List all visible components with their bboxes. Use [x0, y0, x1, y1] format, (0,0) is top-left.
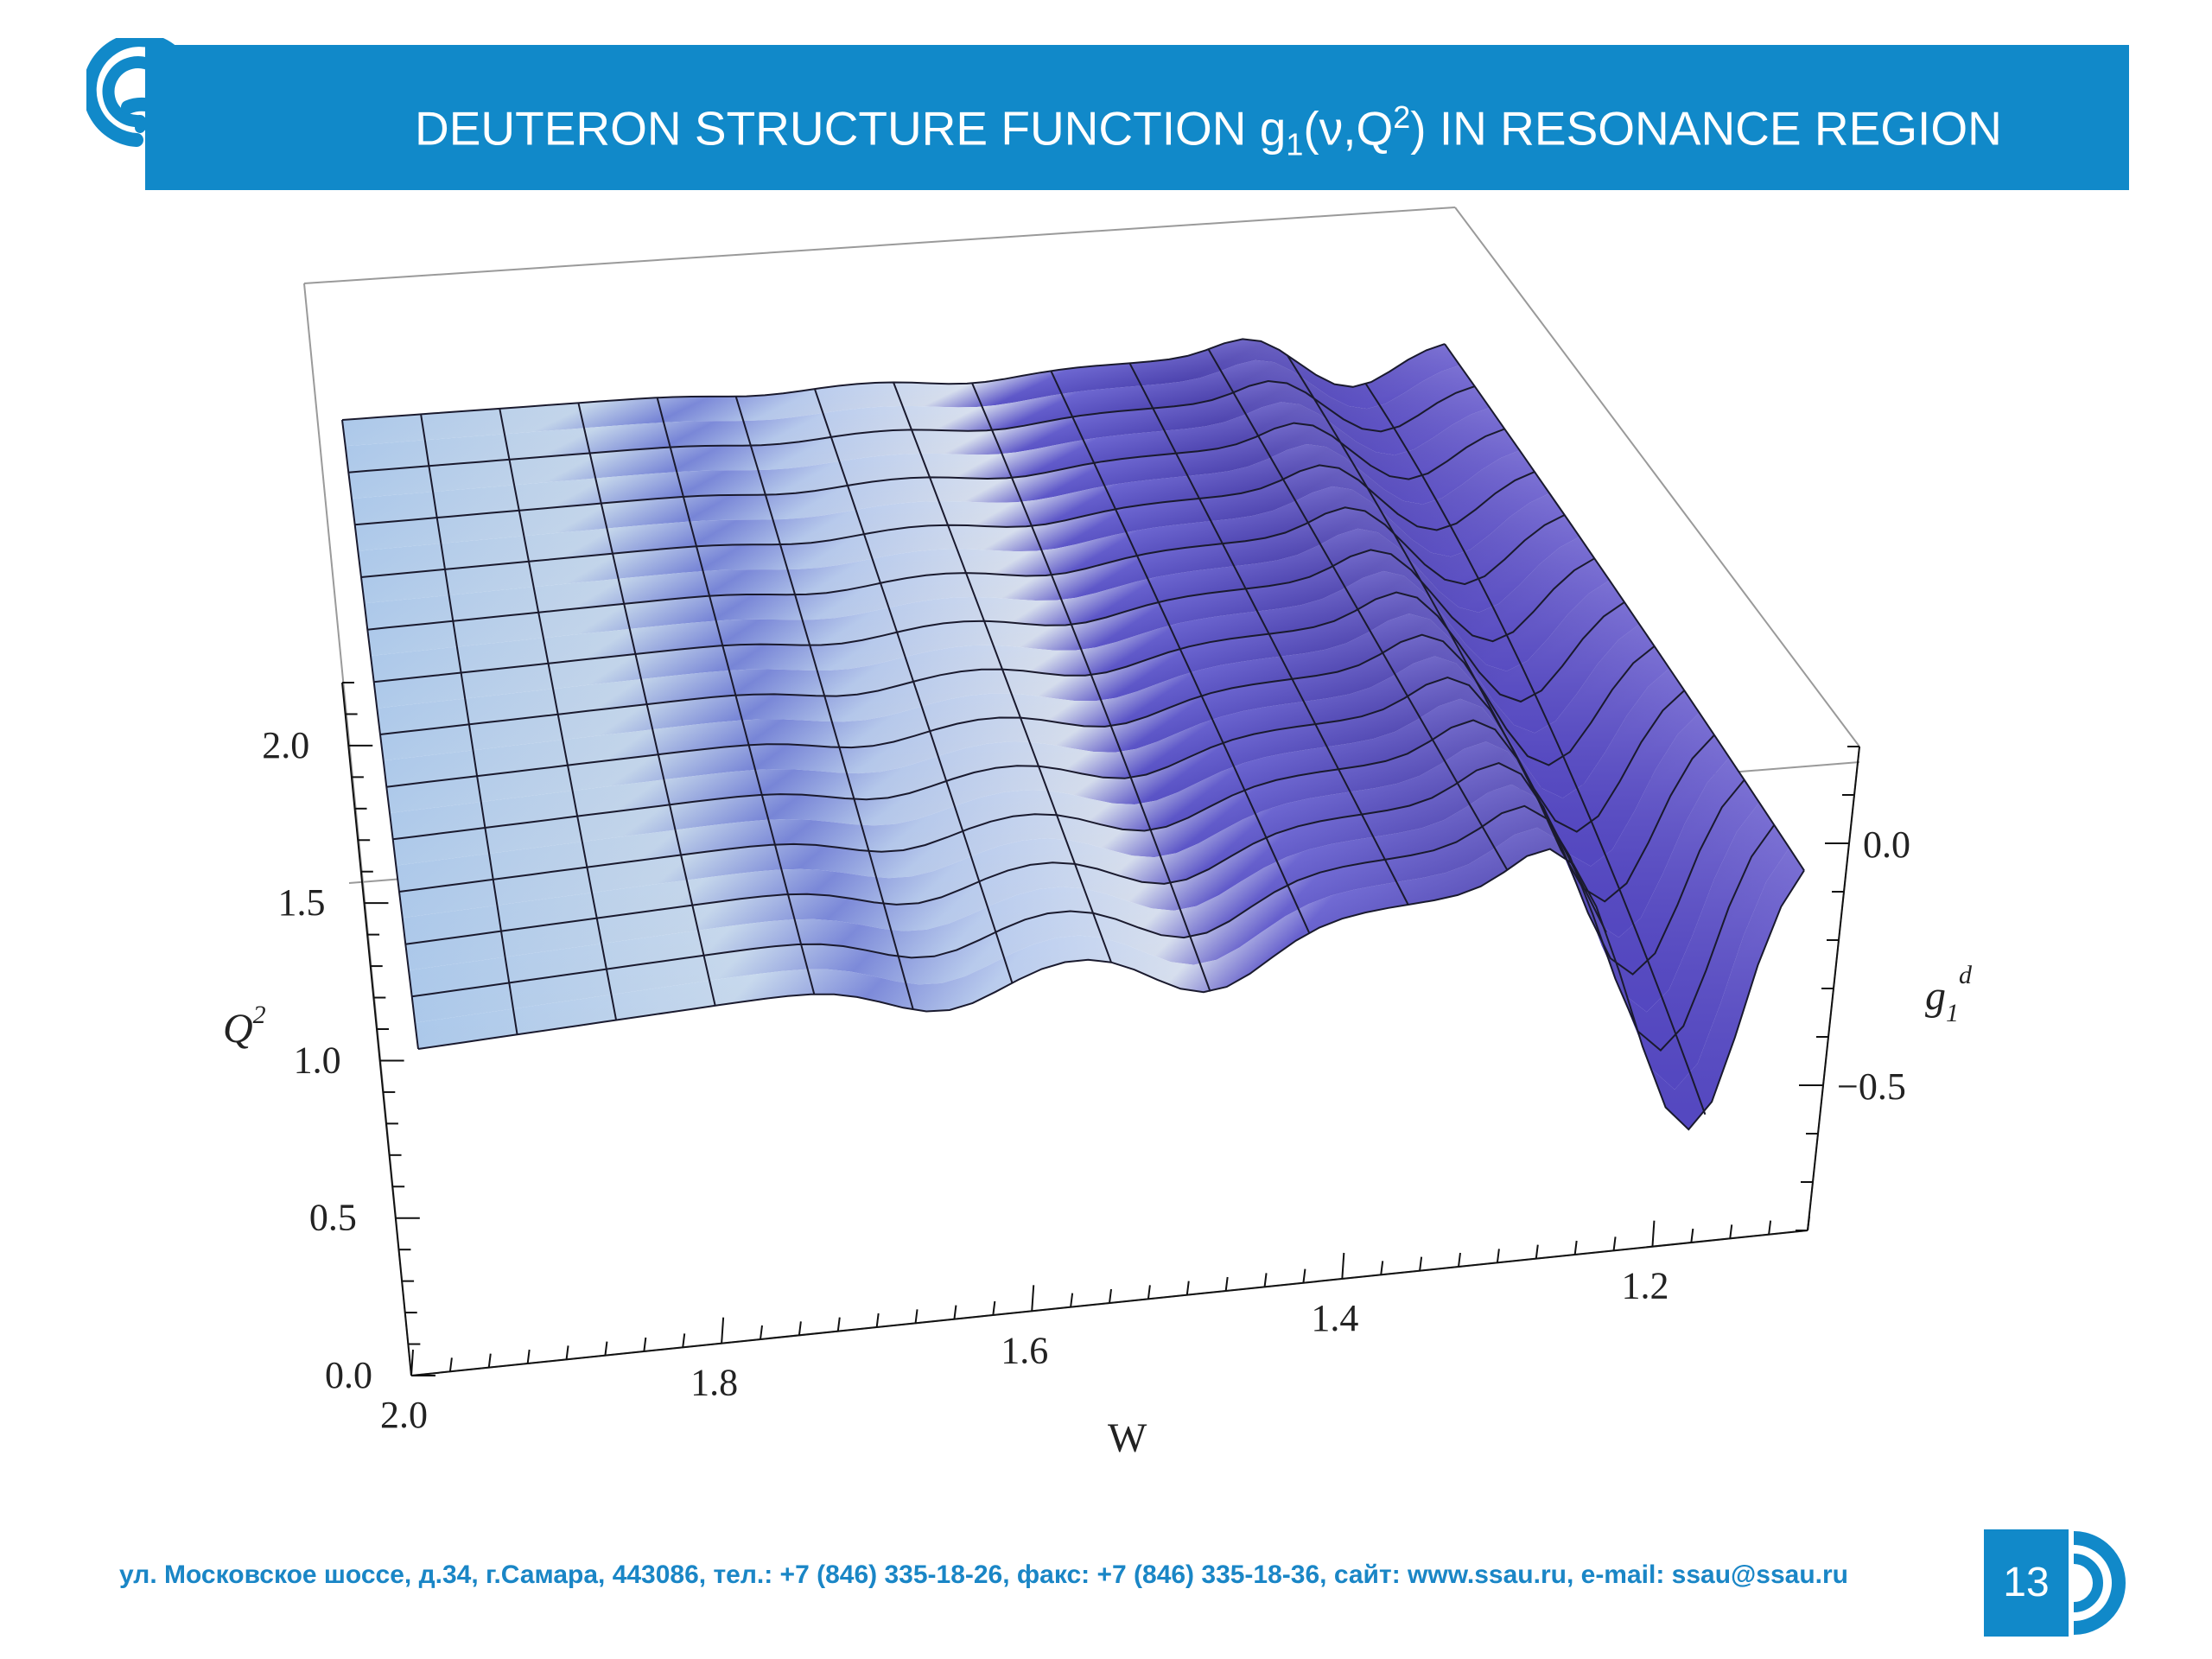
surface-shade: [390, 656, 1685, 840]
w-tick: [1690, 1228, 1694, 1243]
w-tick: [953, 1305, 957, 1319]
page-number: 13: [1984, 1529, 2069, 1637]
q2-tick-label: 1.0: [294, 1039, 341, 1081]
gridline-w: [1207, 348, 1509, 871]
gridline-w: [1050, 370, 1311, 933]
w-tick: [1263, 1273, 1268, 1287]
gridline-w: [893, 382, 1112, 963]
g-axis-label-sub: 1: [1946, 999, 1959, 1027]
w-tick-label: 1.6: [1001, 1329, 1048, 1371]
q2-axis-label-sup: 2: [253, 1001, 266, 1029]
w-tick: [565, 1345, 569, 1360]
w-tick: [1031, 1285, 1035, 1312]
q2-axis-label: Q2: [223, 1001, 266, 1052]
surface-shade: [371, 528, 1595, 683]
w-tick-label: 1.4: [1311, 1297, 1358, 1339]
w-tick: [1070, 1293, 1074, 1307]
w-tick: [1458, 1252, 1461, 1268]
surface-shade: [399, 720, 1730, 938]
surface-shade: [377, 570, 1624, 734]
gridline-w: [1286, 354, 1607, 933]
surface-shade: [396, 698, 1714, 902]
w-tick: [682, 1333, 686, 1348]
gridline-w: [1444, 343, 1805, 871]
surface-shade: [358, 444, 1535, 577]
surface-shade: [386, 634, 1669, 813]
w-tick: [604, 1341, 608, 1356]
surface-shade: [352, 402, 1505, 525]
w-tick: [643, 1337, 647, 1352]
surface-chart: 2.0 1.8 1.6 1.4 1.2 W 0.0 0.5 1.0 1.5 2.0 Q2 0.0 −0.5…: [223, 207, 1973, 1461]
w-tick-label: 1.8: [690, 1362, 738, 1404]
w-tick: [836, 1317, 841, 1332]
page-title: DEUTERON STRUCTURE FUNCTION g1(ν,Q2) IN …: [415, 99, 2002, 162]
ssau-mark-icon: [2073, 1531, 2126, 1635]
g-axis-label: g1d: [1925, 961, 1973, 1027]
w-tick: [526, 1349, 531, 1364]
gridline-w: [971, 383, 1211, 992]
g-axis-label-sup: d: [1959, 961, 1973, 989]
w-tick: [1612, 1236, 1617, 1251]
w-tick: [1147, 1285, 1151, 1300]
w-tick: [1185, 1281, 1190, 1295]
gridline-w: [341, 419, 419, 1050]
q2-tick-label: 0.0: [325, 1354, 372, 1396]
title-bar: DEUTERON STRUCTURE FUNCTION g1(ν,Q2) IN …: [145, 45, 2129, 190]
w-tick: [1496, 1249, 1500, 1263]
surface-shade: [405, 763, 1759, 1013]
w-tick: [875, 1313, 880, 1328]
w-tick: [721, 1317, 725, 1344]
gridline-w: [577, 403, 716, 1007]
gridline-w: [420, 414, 518, 1035]
w-tick: [1224, 1276, 1229, 1292]
w-tick: [1341, 1252, 1345, 1280]
w-tick: [1302, 1268, 1306, 1283]
w-tick: [1109, 1288, 1112, 1304]
w-tick: [914, 1309, 918, 1324]
gridline-w: [656, 397, 816, 995]
w-tick: [992, 1300, 996, 1316]
surface-shade: [411, 805, 1789, 1090]
surface-shade: [345, 359, 1475, 473]
gridline-w: [1365, 383, 1707, 1116]
w-tick: [1535, 1244, 1539, 1259]
gridline-w: [499, 408, 618, 1020]
surface-shade: [364, 486, 1565, 630]
w-tick: [1768, 1220, 1772, 1235]
surface-shade: [361, 465, 1550, 604]
w-tick: [760, 1325, 763, 1340]
surface-shade: [373, 550, 1610, 709]
footer-address: ул. Московское шоссе, д.34, г.Самара, 44…: [119, 1560, 1849, 1589]
w-tick: [448, 1357, 453, 1372]
gridline-w: [813, 388, 1014, 983]
surface-gridlines: [341, 338, 1805, 1131]
w-tick-label: 1.2: [1621, 1265, 1669, 1307]
g-tick-label: 0.0: [1863, 823, 1910, 866]
surface-shade: [354, 423, 1520, 551]
gridline-w: [1128, 362, 1409, 906]
q2-tick-label: 1.5: [277, 881, 325, 924]
surface-shade: [392, 677, 1700, 867]
surface-shade: [348, 381, 1490, 499]
surface-shade: [415, 827, 1804, 1130]
w-tick: [1380, 1261, 1384, 1275]
q2-tick-label: 0.5: [309, 1197, 357, 1239]
q2-tick-label: 2.0: [262, 724, 309, 766]
surface-shade: [383, 613, 1655, 787]
w-tick: [798, 1321, 802, 1336]
axes: 2.0 1.8 1.6 1.4 1.2 W 0.0 0.5 1.0 1.5 2.0 Q2 0.0 −0.5…: [223, 682, 1973, 1461]
w-tick: [1729, 1224, 1733, 1239]
surface-shade: [380, 592, 1640, 761]
w-tick: [1651, 1220, 1656, 1247]
w-tick: [1573, 1240, 1578, 1255]
gridline-w: [734, 396, 914, 1010]
w-tick-label: 2.0: [380, 1394, 428, 1436]
w-axis-label: W: [1108, 1415, 1147, 1461]
w-tick: [1419, 1256, 1423, 1271]
surface-shade: [342, 339, 1460, 447]
surface-shade: [367, 507, 1580, 656]
surface-shade: [409, 784, 1775, 1051]
g-tick-label: −0.5: [1837, 1065, 1906, 1108]
w-tick: [487, 1353, 492, 1368]
